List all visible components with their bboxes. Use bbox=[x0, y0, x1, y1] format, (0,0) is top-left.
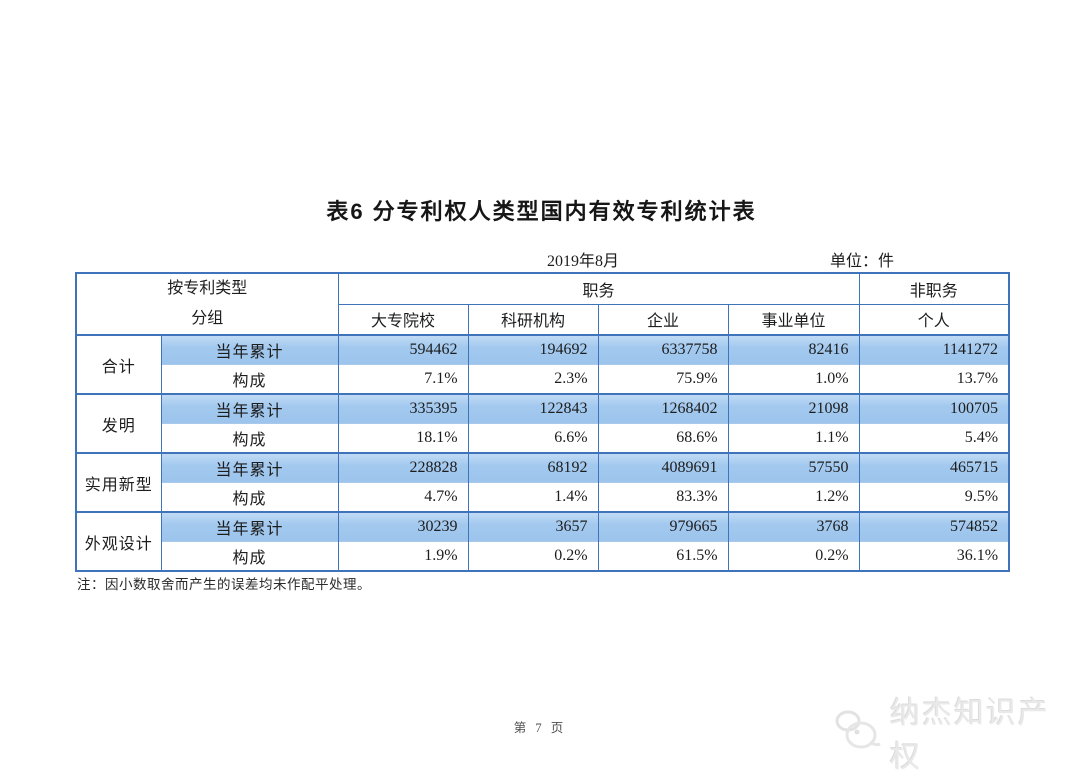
page-title: 表6 分专利权人类型国内有效专利统计表 bbox=[326, 199, 757, 224]
group-name-utility-model: 实用新型 bbox=[75, 452, 162, 512]
header-row-1: 按专利类型 分组 职务 非职务 bbox=[75, 272, 1010, 336]
cumulative-value: 574852 bbox=[858, 511, 1010, 542]
composition-value: 83.3% bbox=[597, 482, 729, 513]
row-label-cumulative: 当年累计 bbox=[160, 393, 339, 424]
cumulative-value: 335395 bbox=[337, 393, 469, 424]
table-row: 构成 18.1% 6.6% 68.6% 1.1% 5.4% bbox=[76, 423, 1010, 454]
composition-value: 75.9% bbox=[597, 364, 729, 395]
cumulative-value: 6337758 bbox=[597, 334, 729, 365]
header-group-by-type: 按专利类型 分组 bbox=[75, 272, 339, 336]
unit-label: 单位：件 bbox=[830, 253, 895, 270]
report-date: 2019年8月 bbox=[547, 253, 620, 270]
table-row: 构成 1.9% 0.2% 61.5% 0.2% 36.1% bbox=[76, 541, 1010, 572]
header-col-universities: 大专院校 bbox=[337, 303, 469, 336]
cumulative-value: 100705 bbox=[858, 393, 1010, 424]
row-label-cumulative: 当年累计 bbox=[160, 511, 339, 542]
table-row: 实用新型 当年累计 228828 68192 4089691 57550 465… bbox=[75, 452, 1010, 512]
composition-value: 18.1% bbox=[337, 423, 469, 454]
composition-value: 61.5% bbox=[597, 541, 729, 572]
composition-value: 0.2% bbox=[727, 541, 860, 572]
header-group-line2: 分组 bbox=[191, 310, 224, 327]
composition-value: 0.2% bbox=[467, 541, 599, 572]
row-label-cumulative: 当年累计 bbox=[160, 334, 339, 365]
cumulative-value: 3768 bbox=[727, 511, 860, 542]
row-label-composition: 构成 bbox=[160, 364, 339, 395]
cumulative-value: 1141272 bbox=[858, 334, 1010, 365]
row-label-composition: 构成 bbox=[160, 541, 339, 572]
group-name-invention: 发明 bbox=[75, 393, 162, 453]
composition-value: 1.4% bbox=[467, 482, 599, 513]
composition-value: 6.6% bbox=[467, 423, 599, 454]
header-col-research: 科研机构 bbox=[467, 303, 599, 336]
composition-value: 1.0% bbox=[727, 364, 860, 395]
group-name-total: 合计 bbox=[75, 334, 162, 394]
table-row: 外观设计 当年累计 30239 3657 979665 3768 574852 bbox=[75, 511, 1010, 571]
composition-value: 1.9% bbox=[337, 541, 469, 572]
row-label-composition: 构成 bbox=[160, 423, 339, 454]
cumulative-value: 57550 bbox=[727, 452, 860, 483]
page-number: 第 7 页 bbox=[513, 721, 567, 735]
composition-value: 7.1% bbox=[337, 364, 469, 395]
cumulative-value: 4089691 bbox=[597, 452, 729, 483]
composition-value: 36.1% bbox=[858, 541, 1010, 572]
composition-value: 13.7% bbox=[858, 364, 1010, 395]
group-name-design: 外观设计 bbox=[75, 511, 162, 571]
cumulative-value: 82416 bbox=[727, 334, 860, 365]
cumulative-value: 21098 bbox=[727, 393, 860, 424]
cumulative-value: 1268402 bbox=[597, 393, 729, 424]
header-group-line1: 按专利类型 bbox=[167, 280, 248, 297]
cumulative-value: 194692 bbox=[467, 334, 599, 365]
table-row: 构成 7.1% 2.3% 75.9% 1.0% 13.7% bbox=[76, 364, 1010, 395]
company-logo-icon bbox=[834, 708, 884, 757]
cumulative-value: 68192 bbox=[467, 452, 599, 483]
table-row: 发明 当年累计 335395 122843 1268402 21098 1007… bbox=[75, 393, 1010, 453]
composition-value: 9.5% bbox=[858, 482, 1010, 513]
header-row-2: 大专院校 科研机构 企业 事业单位 个人 bbox=[76, 303, 1010, 336]
composition-value: 1.1% bbox=[727, 423, 860, 454]
header-col-enterprises: 企业 bbox=[597, 303, 729, 336]
row-label-composition: 构成 bbox=[160, 482, 339, 513]
cumulative-value: 465715 bbox=[858, 452, 1010, 483]
cumulative-value: 30239 bbox=[337, 511, 469, 542]
cumulative-value: 979665 bbox=[597, 511, 729, 542]
patent-statistics-table: 按专利类型 分组 职务 非职务 大专院校 科研机构 企业 事业单位 个人 合计 … bbox=[75, 272, 1011, 572]
header-col-institutions: 事业单位 bbox=[727, 303, 860, 336]
composition-value: 4.7% bbox=[337, 482, 469, 513]
row-label-cumulative: 当年累计 bbox=[160, 452, 339, 483]
header-col-individual: 个人 bbox=[858, 303, 1010, 336]
cumulative-value: 594462 bbox=[337, 334, 469, 365]
header-non-service: 非职务 bbox=[858, 272, 1010, 305]
cumulative-value: 122843 bbox=[467, 393, 599, 424]
composition-value: 2.3% bbox=[467, 364, 599, 395]
composition-value: 1.2% bbox=[727, 482, 860, 513]
cumulative-value: 228828 bbox=[337, 452, 469, 483]
composition-value: 68.6% bbox=[597, 423, 729, 454]
footnote: 注：因小数取舍而产生的误差均未作配平处理。 bbox=[77, 577, 371, 592]
table-row: 合计 当年累计 594462 194692 6337758 82416 1141… bbox=[75, 334, 1010, 394]
table-row: 构成 4.7% 1.4% 83.3% 1.2% 9.5% bbox=[76, 482, 1010, 513]
header-service: 职务 bbox=[337, 272, 860, 305]
cumulative-value: 3657 bbox=[467, 511, 599, 542]
composition-value: 5.4% bbox=[858, 423, 1010, 454]
